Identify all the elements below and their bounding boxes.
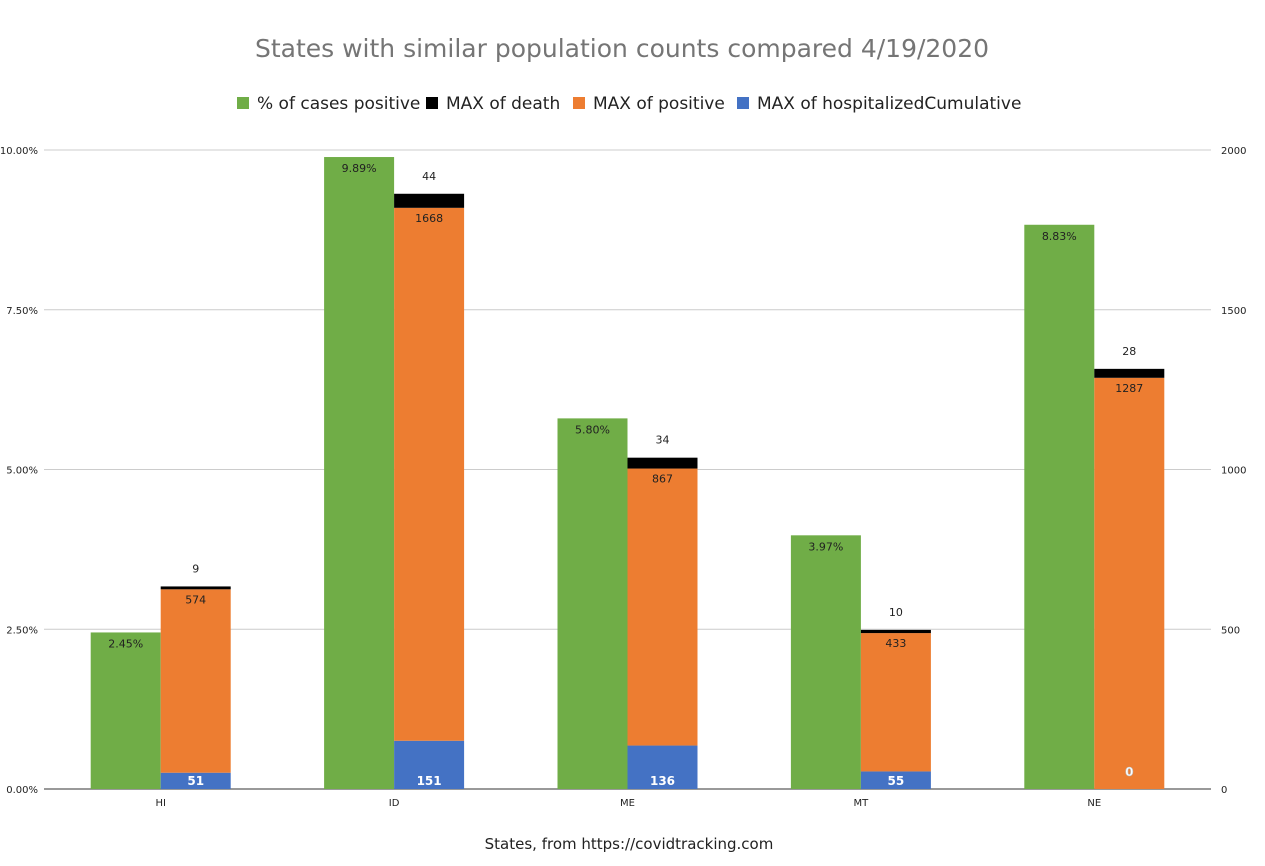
x-tick-label: ID xyxy=(389,798,400,809)
bar-positive xyxy=(860,633,931,772)
data-label-positive: 433 xyxy=(885,637,906,650)
data-labels: 2.45% 574 9 51 9.89% 1668 44 151 5.80% 867 34 136 3.… xyxy=(108,162,1143,788)
data-label-hospitalized: 51 xyxy=(187,774,204,788)
legend-label: % of cases positive xyxy=(257,94,420,114)
right-tick-label: 500 xyxy=(1221,625,1240,636)
right-tick-label: 0 xyxy=(1221,785,1227,796)
data-label-hospitalized: 0 xyxy=(1125,765,1133,779)
x-tick-label: ME xyxy=(620,798,635,809)
data-label-death: 44 xyxy=(422,170,436,183)
data-label-pct-positive: 8.83% xyxy=(1042,230,1077,243)
bar-hospitalized xyxy=(394,740,465,789)
legend-swatch xyxy=(737,97,749,109)
bar-death xyxy=(860,629,931,634)
chart-title: States with similar population counts co… xyxy=(255,34,989,63)
x-tick-label: NE xyxy=(1087,798,1101,809)
data-label-pct-positive: 3.97% xyxy=(808,540,843,553)
data-label-hospitalized: 55 xyxy=(888,774,905,788)
left-tick-label: 2.50% xyxy=(6,625,38,636)
left-tick-label: 0.00% xyxy=(6,785,38,796)
bar-hospitalized xyxy=(860,771,931,789)
left-axis: 0.00% 2.50% 5.00% 7.50% 10.00% xyxy=(0,146,38,796)
x-tick-label: MT xyxy=(854,798,870,809)
bar-death xyxy=(160,586,231,590)
right-axis: 0 500 1000 1500 2000 xyxy=(1221,146,1246,796)
right-tick-label: 2000 xyxy=(1221,146,1246,157)
bar-pct-positive xyxy=(90,632,161,789)
legend-swatch xyxy=(573,97,585,109)
data-label-hospitalized: 151 xyxy=(417,774,442,788)
data-label-death: 28 xyxy=(1122,345,1136,358)
bar-pct-positive xyxy=(324,157,395,790)
data-label-death: 34 xyxy=(656,434,670,447)
bar-pct-positive xyxy=(790,535,861,789)
x-axis: HI ID ME MT NE xyxy=(155,798,1101,809)
left-tick-label: 10.00% xyxy=(0,146,38,157)
x-axis-title: States, from https://covidtracking.com xyxy=(485,835,774,853)
legend: % of cases positive MAX of death MAX of po… xyxy=(237,94,1021,114)
bar-positive xyxy=(394,207,465,741)
bar-death xyxy=(394,193,465,208)
data-label-positive: 574 xyxy=(185,593,206,606)
bar-pct-positive xyxy=(1024,224,1095,789)
legend-label: MAX of positive xyxy=(593,94,725,114)
bars xyxy=(90,157,1165,790)
data-label-hospitalized: 136 xyxy=(650,774,675,788)
legend-swatch xyxy=(426,97,438,109)
data-label-positive: 867 xyxy=(652,473,673,486)
data-label-positive: 1668 xyxy=(415,212,443,225)
left-tick-label: 7.50% xyxy=(6,306,38,317)
data-label-pct-positive: 9.89% xyxy=(342,162,377,175)
bar-positive xyxy=(160,589,231,773)
left-tick-label: 5.00% xyxy=(6,466,38,477)
bar-death xyxy=(1094,368,1165,378)
bar-positive xyxy=(1094,377,1165,789)
legend-label: MAX of death xyxy=(446,94,560,114)
bar-pct-positive xyxy=(557,418,628,789)
bar-positive xyxy=(627,468,698,746)
bar-death xyxy=(627,457,698,469)
legend-label: MAX of hospitalizedCumulative xyxy=(757,94,1021,114)
right-tick-label: 1500 xyxy=(1221,306,1246,317)
data-label-pct-positive: 2.45% xyxy=(108,637,143,650)
data-label-death: 10 xyxy=(889,606,903,619)
legend-swatch xyxy=(237,97,249,109)
x-tick-label: HI xyxy=(155,798,165,809)
bar-hospitalized xyxy=(160,772,231,789)
right-tick-label: 1000 xyxy=(1221,466,1246,477)
bar-hospitalized xyxy=(627,745,698,789)
data-label-death: 9 xyxy=(192,562,199,575)
data-label-positive: 1287 xyxy=(1115,382,1143,395)
data-label-pct-positive: 5.80% xyxy=(575,423,610,436)
